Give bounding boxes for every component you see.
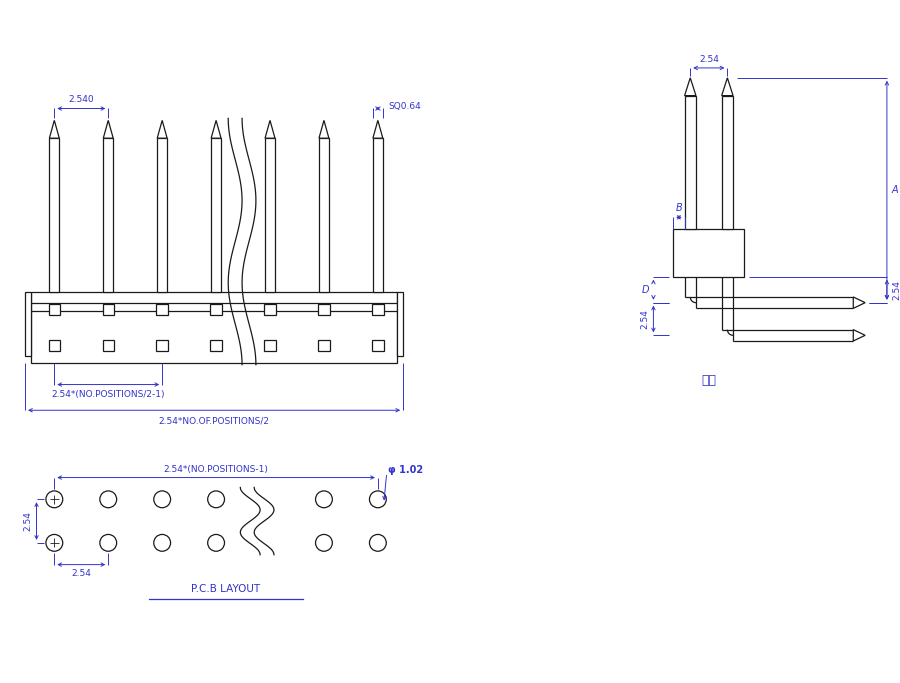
Text: 2.54: 2.54 <box>71 568 91 578</box>
Polygon shape <box>722 78 734 96</box>
Bar <box>397 292 403 356</box>
Text: 2.54*(NO.POSITIONS-1): 2.54*(NO.POSITIONS-1) <box>164 464 268 473</box>
Text: D: D <box>642 285 650 294</box>
Bar <box>50 138 59 292</box>
Bar <box>373 304 383 316</box>
Text: 2.54: 2.54 <box>699 55 719 64</box>
Text: P.C.B LAYOUT: P.C.B LAYOUT <box>192 585 260 594</box>
Text: B: B <box>676 204 682 213</box>
Circle shape <box>208 491 224 507</box>
Text: φ 1.02: φ 1.02 <box>388 464 423 475</box>
Text: 2.54: 2.54 <box>641 309 650 329</box>
Polygon shape <box>853 330 865 341</box>
Circle shape <box>370 534 386 551</box>
Bar <box>103 304 114 316</box>
Bar <box>673 229 744 277</box>
Bar <box>104 138 113 292</box>
Polygon shape <box>266 120 275 138</box>
Bar <box>157 304 168 316</box>
Bar <box>211 304 221 316</box>
Circle shape <box>154 491 171 507</box>
Bar <box>319 339 329 351</box>
Text: 2.54: 2.54 <box>892 280 900 300</box>
Bar <box>266 138 275 292</box>
Bar <box>212 138 221 292</box>
Polygon shape <box>212 120 221 138</box>
Bar <box>103 339 114 351</box>
Circle shape <box>208 534 224 551</box>
Circle shape <box>154 534 171 551</box>
Polygon shape <box>104 120 113 138</box>
Bar <box>722 96 734 229</box>
Text: 2.54*NO.OF.POSITIONS/2: 2.54*NO.OF.POSITIONS/2 <box>158 416 270 426</box>
Text: 2.540: 2.540 <box>68 94 94 104</box>
Bar <box>685 96 696 229</box>
Polygon shape <box>158 120 167 138</box>
Circle shape <box>46 491 63 507</box>
Polygon shape <box>685 78 696 96</box>
Bar <box>211 339 221 351</box>
Circle shape <box>316 491 332 507</box>
Polygon shape <box>373 120 382 138</box>
Circle shape <box>316 534 332 551</box>
Text: A: A <box>892 185 898 195</box>
Text: SQ0.64: SQ0.64 <box>389 102 421 111</box>
Bar <box>373 339 383 351</box>
Bar <box>25 292 32 356</box>
Bar <box>32 292 397 363</box>
Circle shape <box>100 534 117 551</box>
Bar <box>265 304 275 316</box>
Bar <box>158 138 167 292</box>
Bar <box>319 304 329 316</box>
Text: 2.54: 2.54 <box>23 511 32 531</box>
Bar <box>49 339 60 351</box>
Bar <box>319 138 328 292</box>
Bar <box>373 138 382 292</box>
Circle shape <box>370 491 386 507</box>
Bar <box>49 304 60 316</box>
Polygon shape <box>853 297 865 308</box>
Bar <box>265 339 275 351</box>
Circle shape <box>46 534 63 551</box>
Text: 双排: 双排 <box>701 374 716 387</box>
Polygon shape <box>50 120 59 138</box>
Bar <box>157 339 168 351</box>
Circle shape <box>100 491 117 507</box>
Text: 2.54*(NO.POSITIONS/2-1): 2.54*(NO.POSITIONS/2-1) <box>51 391 165 400</box>
Polygon shape <box>319 120 328 138</box>
